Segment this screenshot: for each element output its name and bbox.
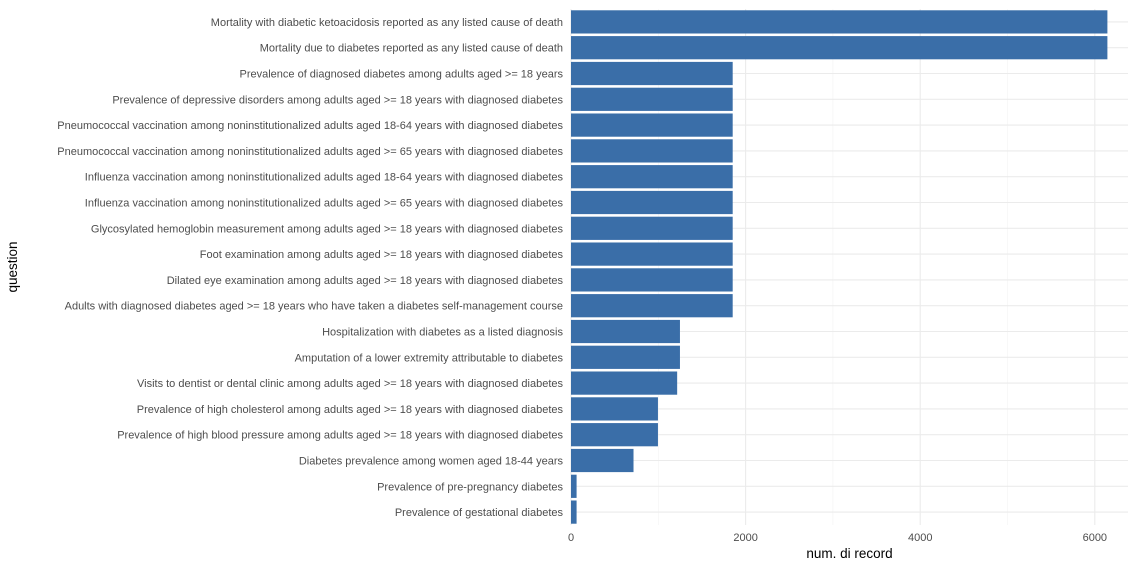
x-tick-label: 2000 [733, 532, 757, 544]
x-tick-label: 4000 [908, 532, 932, 544]
x-axis-title: num. di record [806, 546, 892, 561]
category-label: Diabetes prevalence among women aged 18-… [299, 456, 564, 468]
grid-lines [570, 9, 1128, 525]
bar [571, 139, 733, 163]
category-label: Influenza vaccination among noninstituti… [85, 198, 564, 210]
bar [571, 190, 733, 215]
bar [571, 345, 680, 369]
bar [571, 294, 733, 318]
category-label: Influenza vaccination among noninstituti… [85, 172, 564, 184]
bar [571, 61, 733, 86]
bar [571, 319, 680, 344]
category-label: Prevalence of gestational diabetes [395, 507, 564, 519]
category-label: Amputation of a lower extremity attribut… [295, 352, 564, 364]
bar [571, 448, 634, 473]
bar [571, 268, 733, 292]
bar [571, 216, 733, 240]
x-tick-labels: 0 2000 4000 6000 [568, 532, 1107, 544]
category-label: Adults with diagnosed diabetes aged >= 1… [65, 301, 563, 313]
bar [571, 10, 1108, 34]
category-label: Prevalence of depressive disorders among… [112, 94, 563, 106]
category-label: Prevalence of high cholesterol among adu… [137, 404, 564, 416]
category-label: Glycosylated hemoglobin measurement amon… [91, 223, 564, 235]
category-labels: Mortality with diabetic ketoacidosis rep… [57, 17, 563, 519]
bar [571, 500, 577, 524]
x-tick-label: 0 [568, 532, 574, 544]
bar [571, 113, 733, 137]
category-label: Dilated eye examination among adults age… [167, 275, 564, 287]
category-label: Hospitalization with diabetes as a liste… [322, 327, 563, 339]
category-label: Pneumococcal vaccination among noninstit… [57, 146, 563, 158]
category-label: Prevalence of pre-pregnancy diabetes [377, 481, 563, 493]
category-label: Pneumococcal vaccination among noninstit… [57, 120, 563, 132]
category-label: Foot examination among adults aged >= 18… [200, 249, 564, 261]
category-label: Mortality with diabetic ketoacidosis rep… [211, 17, 563, 29]
y-axis-title: question [5, 241, 20, 292]
bar [571, 36, 1108, 60]
bar [571, 397, 658, 421]
bar [571, 474, 577, 498]
category-label: Prevalence of diagnosed diabetes among a… [239, 69, 563, 81]
category-label: Mortality due to diabetes reported as an… [260, 43, 563, 55]
category-label: Prevalence of high blood pressure among … [117, 430, 563, 442]
category-label: Visits to dentist or dental clinic among… [137, 378, 564, 390]
bar [571, 371, 678, 395]
x-tick-label: 6000 [1083, 532, 1107, 544]
bar [571, 165, 733, 189]
bar [571, 242, 733, 266]
bars [571, 10, 1108, 524]
bar [571, 423, 658, 447]
bar [571, 87, 733, 111]
